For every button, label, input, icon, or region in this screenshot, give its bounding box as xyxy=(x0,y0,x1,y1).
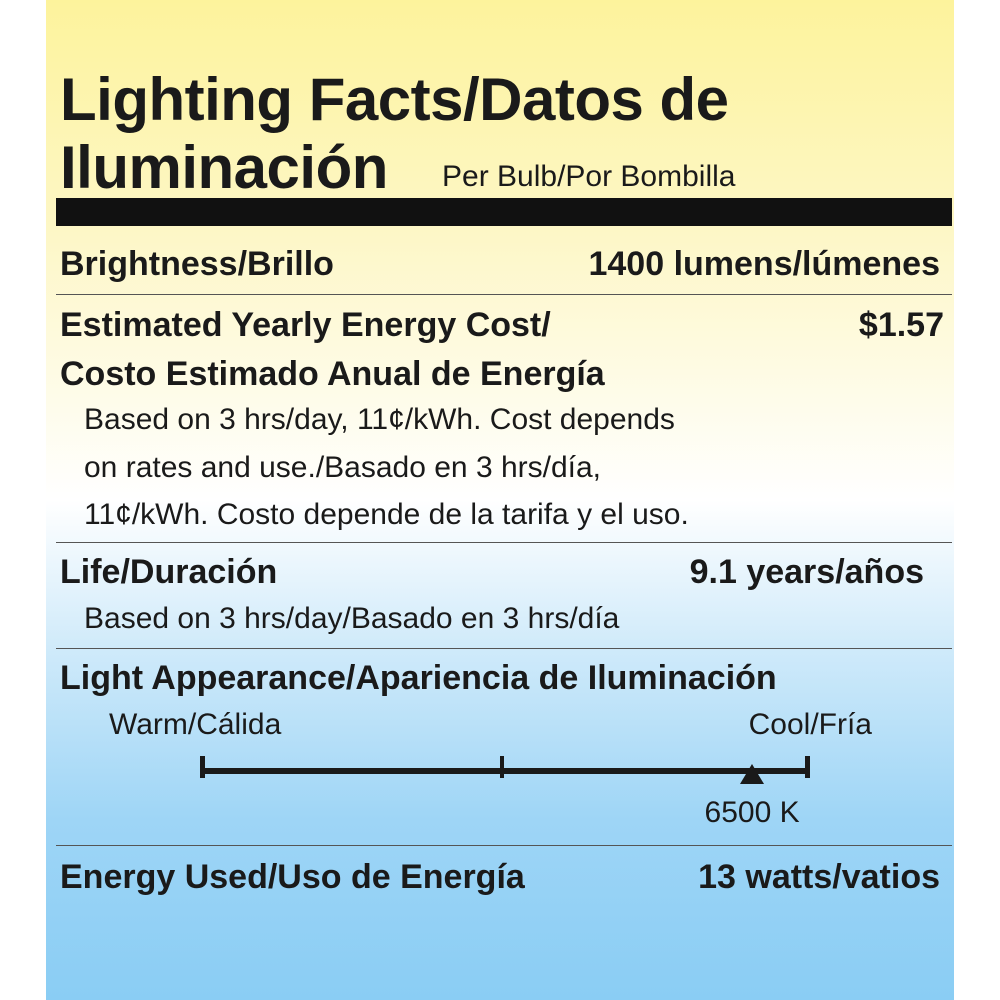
cost-note-line: on rates and use./Basado en 3 hrs/día, xyxy=(84,451,602,484)
cost-note-line: Based on 3 hrs/day, 11¢/kWh. Cost depend… xyxy=(84,403,675,436)
brightness-value: 1400 lumens/lúmenes xyxy=(588,245,940,283)
scale-bar xyxy=(200,768,810,774)
divider xyxy=(56,542,952,543)
life-note: Based on 3 hrs/day/Basado en 3 hrs/día xyxy=(84,602,620,635)
cost-value: $1.57 xyxy=(858,306,944,344)
scale-marker-triangle xyxy=(740,764,765,784)
appearance-label: Light Appearance/Apariencia de Iluminaci… xyxy=(60,659,777,697)
warm-label: Warm/Cálida xyxy=(109,708,282,741)
cost-label-line2: Costo Estimado Anual de Energía xyxy=(60,355,605,393)
life-label: Life/Duración xyxy=(60,553,278,591)
life-value: 9.1 years/años xyxy=(689,553,924,591)
energy-value: 13 watts/vatios xyxy=(698,858,940,896)
label-title-line2: Iluminación xyxy=(60,134,388,201)
brightness-label: Brightness/Brillo xyxy=(60,245,334,283)
scale-end-tick xyxy=(200,756,205,778)
cool-label: Cool/Fría xyxy=(748,708,872,741)
divider xyxy=(56,845,952,846)
cost-note-line: 11¢/kWh. Costo depende de la tarifa y el… xyxy=(84,498,689,531)
color-temperature-value: 6500 K xyxy=(704,796,800,829)
scale-end-tick xyxy=(805,756,810,778)
per-bulb-text: Per Bulb/Por Bombilla xyxy=(442,160,736,193)
scale-mid-tick xyxy=(500,756,504,778)
cost-label-line1: Estimated Yearly Energy Cost/ xyxy=(60,306,551,344)
label-title-line1: Lighting Facts/Datos de xyxy=(60,66,729,133)
divider xyxy=(56,294,952,295)
lighting-facts-label: Lighting Facts/Datos de Iluminación Per … xyxy=(46,0,954,1000)
divider xyxy=(56,648,952,649)
energy-label: Energy Used/Uso de Energía xyxy=(60,858,525,896)
color-temperature-scale xyxy=(200,756,810,786)
title-divider xyxy=(56,198,952,226)
